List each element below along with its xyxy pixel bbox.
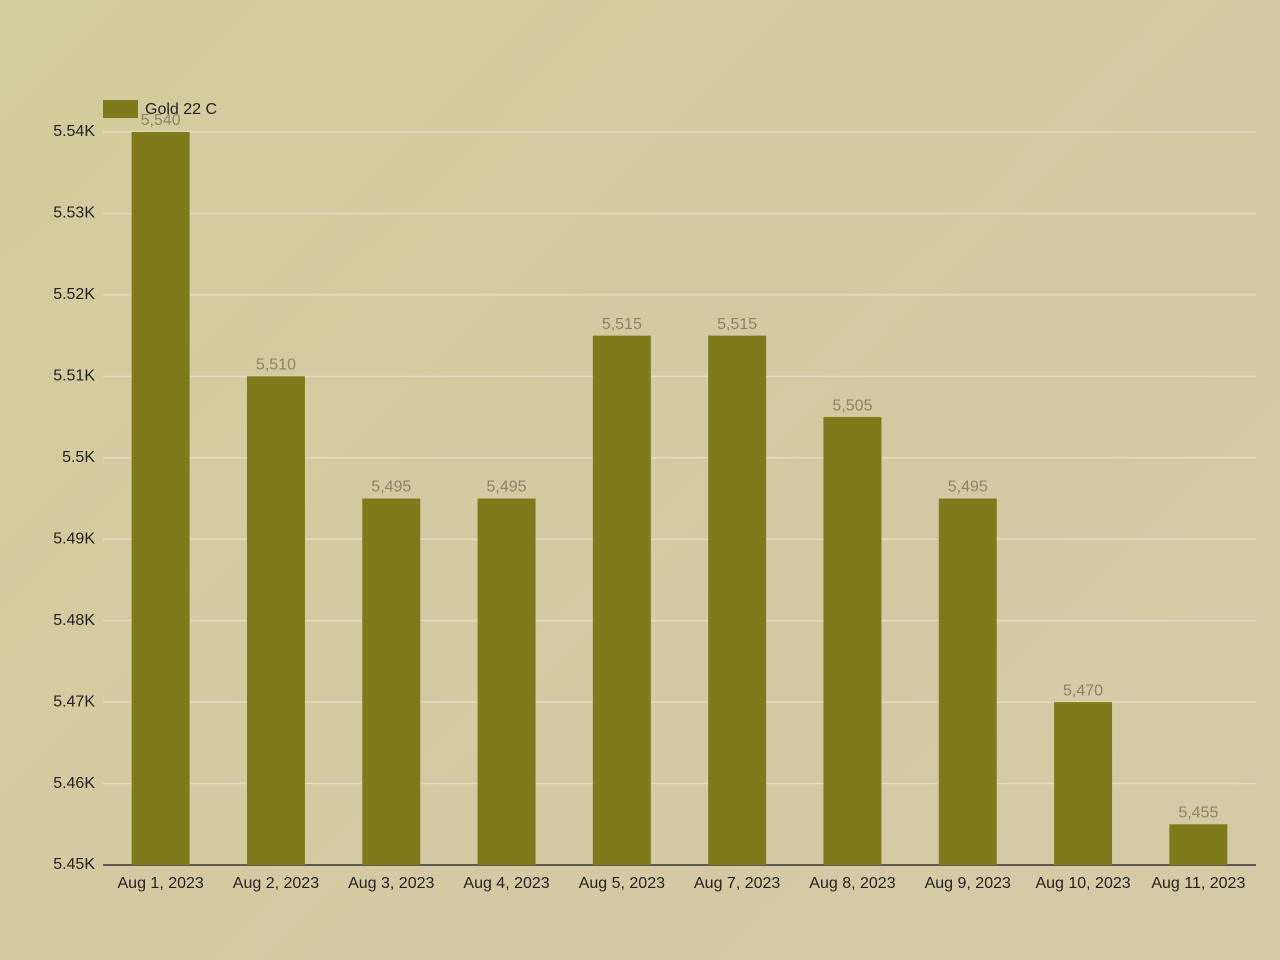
x-tick-label: Aug 11, 2023	[1151, 875, 1245, 892]
x-tick-label: Aug 5, 2023	[579, 875, 665, 892]
y-tick-label: 5.48K	[53, 612, 95, 629]
y-tick-label: 5.49K	[53, 530, 95, 547]
y-tick-label: 5.47K	[53, 693, 95, 710]
value-label: 5,495	[948, 479, 988, 496]
y-tick-label: 5.53K	[53, 205, 95, 222]
bar	[1169, 824, 1228, 865]
x-tick-label: Aug 9, 2023	[925, 875, 1011, 892]
bar	[362, 498, 421, 865]
value-label: 5,470	[1063, 682, 1103, 699]
x-tick-label: Aug 10, 2023	[1035, 875, 1130, 892]
y-tick-label: 5.45K	[53, 856, 95, 873]
bar	[246, 376, 305, 865]
value-label: 5,515	[717, 316, 757, 333]
x-tick-label: Aug 7, 2023	[694, 875, 780, 892]
y-tick-label: 5.5K	[62, 449, 95, 466]
bar	[477, 498, 536, 865]
value-label: 5,495	[371, 479, 411, 496]
x-tick-label: Aug 3, 2023	[348, 875, 434, 892]
value-label: 5,505	[832, 397, 872, 414]
value-label: 5,540	[141, 112, 181, 129]
x-tick-label: Aug 8, 2023	[809, 875, 895, 892]
bar	[938, 498, 997, 865]
y-tick-label: 5.52K	[53, 286, 95, 303]
value-label: 5,495	[487, 479, 527, 496]
y-tick-label: 5.54K	[53, 123, 95, 140]
x-tick-label: Aug 1, 2023	[118, 875, 204, 892]
legend-swatch	[103, 100, 138, 118]
bar	[131, 132, 190, 865]
y-tick-label: 5.46K	[53, 775, 95, 792]
bar	[1054, 702, 1113, 865]
x-tick-label: Aug 4, 2023	[463, 875, 549, 892]
value-label: 5,510	[256, 357, 296, 374]
x-tick-label: Aug 2, 2023	[233, 875, 319, 892]
y-tick-label: 5.51K	[53, 368, 95, 385]
bar	[708, 335, 767, 866]
legend-label: Gold 22 C	[145, 101, 217, 118]
value-label: 5,455	[1178, 804, 1218, 821]
bar	[823, 417, 882, 865]
value-label: 5,515	[602, 316, 642, 333]
bar	[592, 335, 651, 866]
